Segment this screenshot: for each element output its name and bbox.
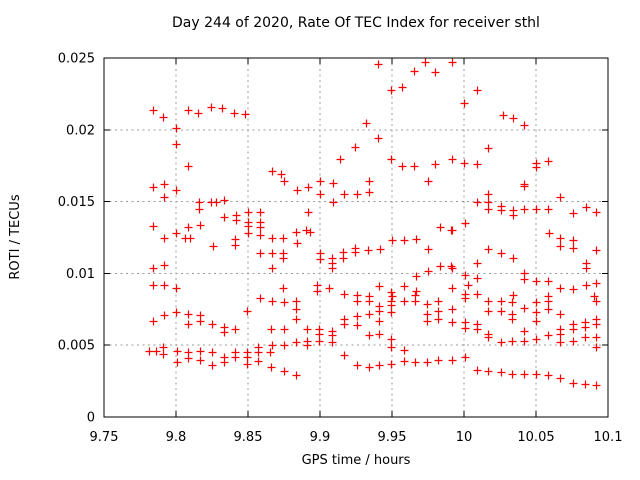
y-tick-label: 0.02 [66, 123, 95, 138]
plot-border [103, 57, 609, 418]
y-tick-label: 0 [87, 411, 95, 426]
x-tick-label: 9.95 [378, 430, 407, 445]
x-tick-label: 9.75 [90, 430, 119, 445]
x-axis-label: GPS time / hours [302, 453, 411, 468]
x-tick-label: 9.8 [166, 430, 187, 445]
x-tick-label: 10 [456, 430, 473, 445]
x-tick-label: 10.05 [517, 430, 554, 445]
tick-labels: 9.75 9.8 9.85 9.9 9.95 10 10.05 10.1 0 0.005 0.01 0… [58, 52, 623, 446]
x-tick-label: 9.85 [234, 430, 263, 445]
x-tick-label: 9.9 [310, 430, 331, 445]
y-axis-label: ROTI / TECUs [8, 194, 23, 279]
y-tick-label: 0.015 [58, 195, 95, 210]
axis-ticks [103, 57, 609, 418]
data-points [145, 58, 601, 390]
y-tick-label: 0.01 [66, 267, 95, 282]
y-tick-label: 0.005 [58, 339, 95, 354]
scatter-plus-markers [145, 58, 601, 390]
y-tick-label: 0.025 [58, 52, 95, 67]
x-tick-label: 10.1 [594, 430, 623, 445]
grid-lines [104, 58, 608, 417]
chart-title: Day 244 of 2020, Rate Of TEC Index for r… [172, 15, 540, 31]
